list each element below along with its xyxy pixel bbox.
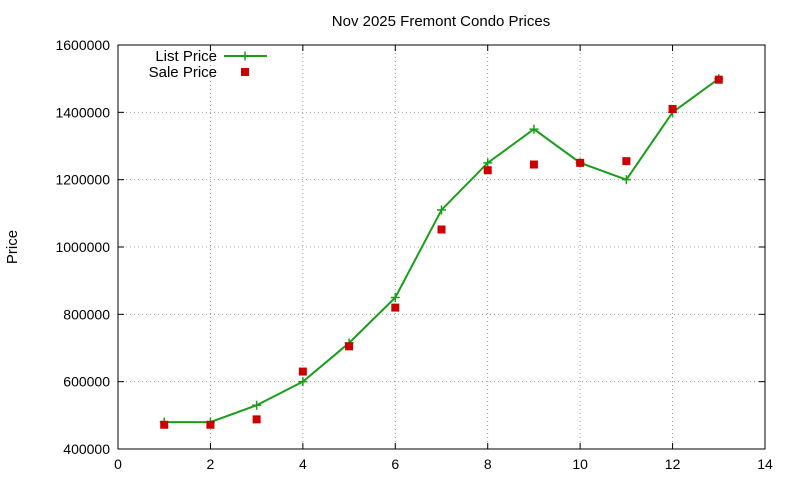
- list-price-point: [483, 158, 493, 168]
- list-price-point: [437, 205, 446, 215]
- axis-ticks: 400000 600000 800000 1000000 1200000 1400000 1…: [55, 37, 773, 472]
- x-tick-label: 12: [665, 456, 681, 472]
- legend-label-list-price: List Price: [155, 48, 217, 65]
- sale-price-point: [160, 420, 169, 429]
- x-tick-label: 8: [484, 456, 492, 472]
- sale-price-point: [298, 367, 307, 376]
- x-tick-label: 6: [391, 456, 399, 472]
- legend-marker-list-price: [240, 51, 250, 61]
- sale-price-point: [576, 158, 585, 167]
- sale-price-point: [622, 157, 631, 166]
- sale-price-point: [668, 104, 677, 113]
- sale-price-point: [206, 420, 215, 429]
- sale-price-point: [529, 160, 538, 169]
- list-price-point: [390, 293, 400, 302]
- x-tick-label: 0: [114, 456, 122, 472]
- legend-label-sale-price: Sale Price: [149, 64, 217, 81]
- y-axis-label: Price: [4, 230, 21, 264]
- sale-price-point: [345, 342, 354, 351]
- sale-price-point: [714, 75, 723, 84]
- list-price-point: [621, 175, 631, 185]
- list-price-point: [529, 124, 539, 134]
- legend-swatch-sale-price: [241, 68, 249, 76]
- x-tick-label: 10: [572, 456, 588, 472]
- x-tick-label: 2: [207, 456, 215, 472]
- list-price-point: [298, 377, 308, 387]
- x-tick-label: 14: [757, 456, 773, 472]
- sale-price-point: [391, 303, 400, 312]
- y-tick-label: 1400000: [55, 104, 110, 120]
- y-tick-label: 400000: [63, 441, 110, 457]
- x-tick-label: 4: [299, 456, 307, 472]
- chart-title: Nov 2025 Fremont Condo Prices: [332, 13, 550, 30]
- list-price-point: [252, 400, 262, 410]
- list-price-line: [164, 77, 720, 424]
- sale-price-point: [437, 225, 446, 234]
- y-tick-label: 1600000: [55, 37, 110, 53]
- y-tick-label: 1200000: [55, 172, 110, 188]
- y-tick-label: 600000: [63, 374, 110, 390]
- series: [159, 74, 724, 429]
- sale-price-point: [483, 166, 492, 175]
- grid: [118, 45, 765, 449]
- sale-price-point: [252, 415, 261, 424]
- y-tick-label: 1000000: [55, 239, 110, 255]
- y-tick-label: 800000: [63, 306, 110, 322]
- plot-area-frame: [117, 44, 766, 450]
